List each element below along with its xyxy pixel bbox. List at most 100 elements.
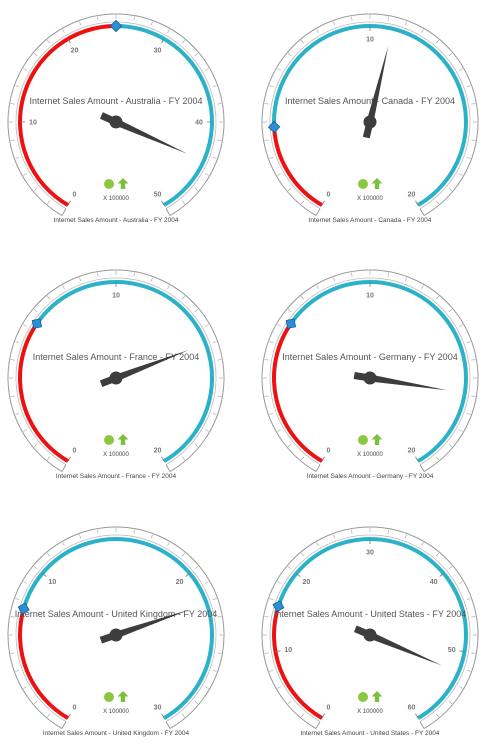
green-up-arrow-icon (117, 178, 129, 189)
gauge-scale-label: X 100000 (357, 452, 383, 458)
gauge-5: 0 10 20 30 40 50 60 Internet Sales Amount - Uni… (261, 526, 479, 737)
gauge-frame-tick (79, 277, 82, 282)
gauge-frame-tick (181, 200, 186, 205)
gauge-frame-tick (23, 68, 27, 71)
gauge-frame-tick (181, 552, 186, 557)
gauge-frame-tick (15, 669, 20, 672)
gauge-frame-tick (46, 552, 51, 557)
gauge-frame-tick (205, 324, 209, 327)
green-circle-icon (358, 179, 368, 189)
gauge-frame-tick (466, 412, 471, 415)
gauge-3: 0 10 20 Internet Sales Amount - Germany - F… (261, 269, 479, 480)
gauge-frame-tick (33, 52, 38, 57)
gauge-frame-tick (435, 200, 440, 205)
gauge-tick-label: 0 (327, 704, 331, 711)
gauge-frame-tick (448, 52, 453, 57)
gauge-frame-tick (194, 565, 199, 570)
gauge-major-tick (321, 456, 325, 462)
gauge-scale-label: X 100000 (357, 196, 383, 202)
gauge-frame-tick (435, 552, 440, 557)
gauge-frame-tick (269, 341, 274, 344)
gauge-frame-tick (277, 429, 281, 432)
gauge-tick-label: 20 (71, 48, 79, 55)
gauge-needle-pivot (363, 628, 377, 642)
gauge-range-blue (35, 280, 214, 463)
gauge-frame-tick (277, 173, 281, 176)
gauge-tick-label: 0 (73, 191, 77, 198)
gauge-frame-tick (459, 686, 463, 689)
gauge-caption: Internet Sales Amount - Australia - FY 2… (54, 217, 179, 224)
gauge-frame-tick (212, 412, 217, 415)
gauge-frame-tick (167, 285, 170, 289)
gauge-frame-tick (404, 21, 407, 26)
gauge-frame-tick (435, 456, 440, 461)
gauge-tick-label: 30 (366, 550, 374, 557)
gauge-inner-frame (15, 277, 217, 465)
gauge-major-tick (275, 650, 281, 653)
gauge-frame-tick (62, 542, 65, 546)
gauge-frame-tick (46, 39, 51, 44)
gauge-frame-tick (471, 652, 476, 654)
gauge-frame-tick (404, 534, 407, 539)
gauge-frame-tick (217, 139, 222, 141)
gauge-outer-frame (261, 13, 479, 216)
gauge-frame-tick (421, 285, 424, 289)
gauge-frame-tick (23, 581, 27, 584)
gauge-frame-tick (287, 565, 292, 570)
gauge-frame-start-cap (61, 464, 67, 472)
gauge-frame-tick (333, 21, 336, 26)
gauge-outer-frame (7, 526, 225, 729)
gauge-frame-tick (10, 103, 15, 105)
gauge-major-tick (415, 200, 419, 206)
gauge-frame-tick (333, 277, 336, 282)
gauge-tick-label: 10 (49, 579, 57, 586)
gauge-needle-pivot (109, 628, 123, 642)
gauge-major-tick (161, 200, 165, 206)
gauge-frame-tick (212, 598, 217, 601)
gauge-frame-tick (421, 542, 424, 546)
gauge-frame-tick (15, 341, 20, 344)
gauge-frame-tick (277, 581, 281, 584)
gauge-tick-label: 0 (327, 191, 331, 198)
gauge-caption: Internet Sales Amount - Canada - FY 2004 (309, 217, 432, 224)
gauge-title: Internet Sales Amount - United States - … (274, 609, 466, 619)
gauge-frame-tick (217, 652, 222, 654)
gauge-frame-tick (217, 359, 222, 361)
gauge-frame-tick (46, 200, 51, 205)
gauge-inner-frame (15, 21, 217, 209)
gauge-frame-tick (287, 700, 292, 705)
gauge-frame-tick (15, 412, 20, 415)
gauge-frame-tick (300, 200, 305, 205)
gauge-frame-start-cap (61, 721, 67, 729)
gauge-major-tick (185, 572, 190, 577)
gauge-frame-tick (421, 29, 424, 33)
green-circle-icon (358, 435, 368, 445)
gauge-frame-tick (351, 529, 353, 534)
gauge-frame-tick (387, 272, 389, 277)
gauge-frame-tick (181, 295, 186, 300)
gauge-frame-tick (150, 277, 153, 282)
gauge-frame-tick (471, 395, 476, 397)
gauge-frame-tick (466, 156, 471, 159)
gauge-range-blue (21, 537, 214, 720)
gauge-major-tick (415, 456, 419, 462)
gauge-frame-tick (269, 156, 274, 159)
gauge-frame-tick (316, 542, 319, 546)
gauge-caption: Internet Sales Amount - United States - … (301, 730, 440, 737)
gauge-0: 0 10 20 30 40 50 Internet Sales Amount - Austr… (7, 13, 225, 224)
gauge-frame-tick (466, 85, 471, 88)
gauge-frame-tick (448, 443, 453, 448)
gauge-scale-label: X 100000 (103, 452, 129, 458)
gauge-frame-tick (264, 103, 269, 105)
gauge-frame-tick (10, 359, 15, 361)
gauge-frame-tick (333, 534, 336, 539)
gauge-frame-tick (300, 295, 305, 300)
gauge-frame-tick (62, 285, 65, 289)
gauge-frame-tick (212, 669, 217, 672)
gauge-frame-tick (466, 669, 471, 672)
gauge-tick-label: 10 (284, 647, 292, 654)
gauge-frame-tick (46, 295, 51, 300)
gauge-tick-label: 10 (29, 120, 37, 127)
gauge-inner-frame (269, 21, 471, 209)
